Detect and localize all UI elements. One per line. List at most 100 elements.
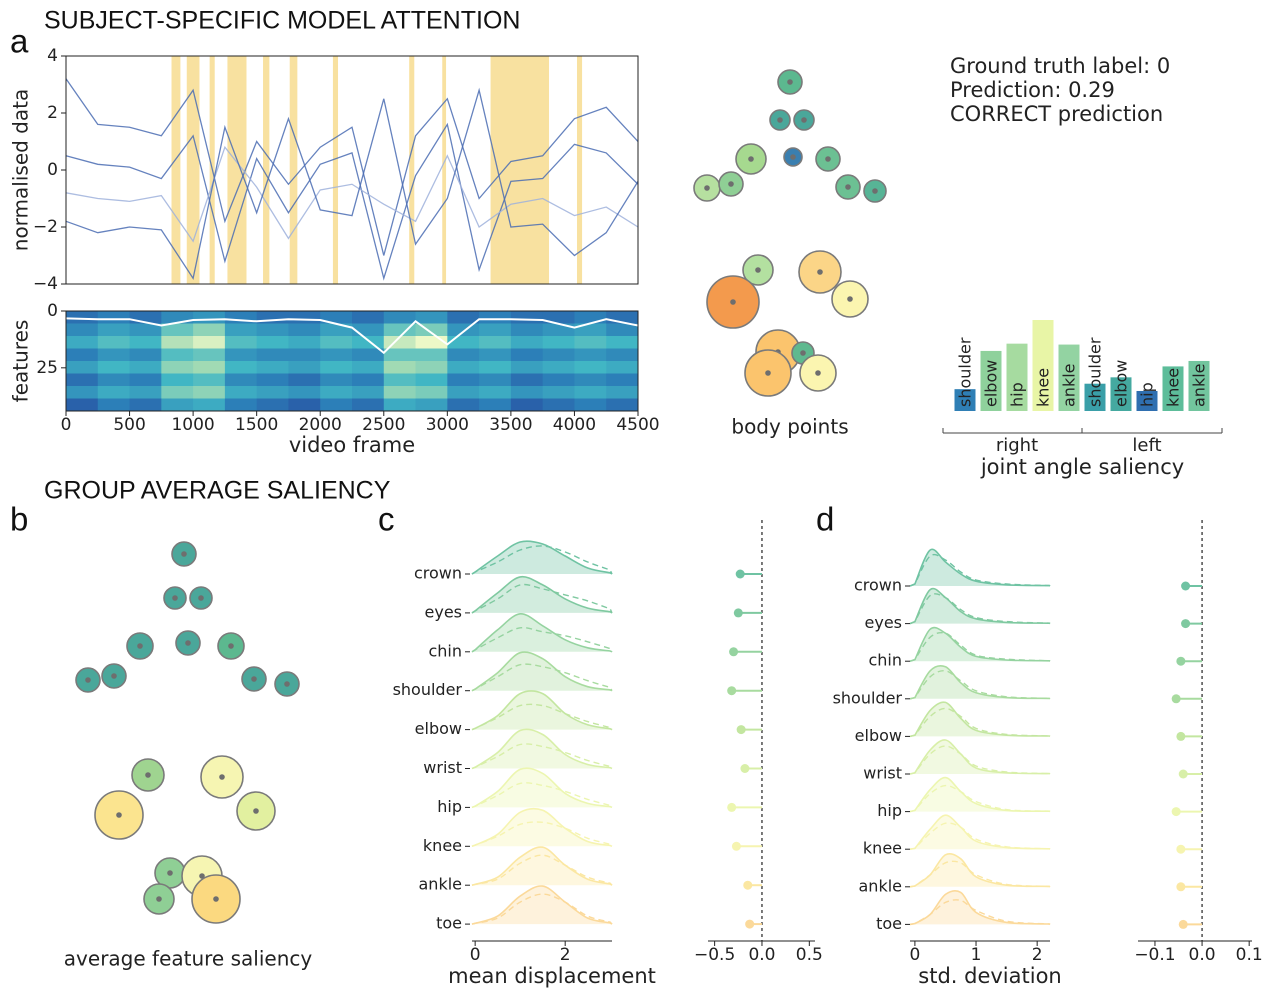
bar: [1032, 320, 1054, 411]
panel-letter: b: [10, 501, 28, 538]
heatmap-cell: [510, 323, 544, 337]
density-dashed: [471, 545, 613, 575]
heatmap-cell: [288, 361, 321, 374]
heatmap-cell: [193, 361, 226, 374]
heatmap-cell: [383, 373, 417, 387]
group-label: right: [996, 435, 1038, 456]
body-point-center: [777, 117, 783, 123]
density-line: [909, 587, 1051, 625]
attention-band: [490, 56, 550, 284]
heatmap-cell: [224, 398, 258, 412]
heatmap-cell: [288, 398, 321, 412]
attention-band: [171, 56, 181, 284]
body-point-center: [815, 370, 821, 376]
heatmap-cell: [320, 361, 353, 374]
heatmap-cell: [256, 323, 289, 337]
category-label: crown: [854, 576, 902, 595]
heatmap-cell: [574, 398, 607, 412]
bar-label: knee: [1034, 368, 1053, 407]
heatmap-cell: [542, 311, 575, 324]
heatmap-cell: [256, 361, 289, 374]
heatmap-cell: [574, 348, 607, 362]
category-label: ankle: [419, 875, 463, 894]
category-label: knee: [423, 836, 462, 855]
panel-label: body points: [731, 415, 848, 439]
group-label: left: [1132, 435, 1161, 456]
heatmap-cell: [352, 373, 385, 387]
heatmap-cell: [352, 311, 385, 324]
heatmap-cell: [479, 336, 512, 349]
y-axis-label: features: [9, 320, 33, 403]
category-label: shoulder: [833, 688, 903, 707]
dot: [727, 686, 737, 696]
bar: [1110, 377, 1132, 411]
category-label: elbow: [855, 726, 902, 745]
x-tick-label: −0.5: [694, 945, 735, 965]
heatmap-cell: [479, 361, 512, 374]
heatmap-cell: [479, 373, 512, 387]
body-point-center: [787, 79, 793, 85]
density-dashed: [909, 631, 1051, 662]
heatmap-cell: [66, 373, 99, 387]
heatmap-cell: [479, 311, 512, 324]
bar: [1188, 360, 1210, 411]
heatmap-cell: [606, 323, 639, 337]
y-tick-label: −4: [33, 274, 58, 294]
heatmap-cell: [256, 373, 289, 387]
heatmap-cell: [129, 361, 162, 374]
density-dashed: [909, 593, 1051, 625]
heatmap-cell: [542, 386, 575, 399]
density-dashed: [909, 822, 1051, 850]
bar-label: ankle: [1190, 364, 1209, 408]
panel-letter: a: [10, 23, 29, 60]
dot: [1171, 807, 1181, 817]
x-tick-label: 1: [971, 945, 982, 965]
x-tick-label: 0.0: [748, 945, 775, 965]
body-point-center: [284, 681, 290, 687]
bar: [1058, 344, 1080, 411]
bar: [954, 389, 976, 411]
body-point-center: [185, 640, 191, 646]
heatmap-cell: [66, 311, 99, 324]
x-tick-label: 0.1: [1236, 945, 1263, 965]
heatmap-cell: [574, 311, 607, 324]
data-line: [65, 122, 639, 281]
bar-label: shoulder: [956, 337, 975, 407]
heatmap-cell: [193, 323, 226, 337]
heatmap-cell: [66, 386, 99, 399]
heatmap-cell: [352, 398, 385, 412]
body-point-center: [111, 673, 117, 679]
heatmap-cell: [352, 323, 385, 337]
dot: [1176, 656, 1186, 666]
category-label: wrist: [863, 764, 902, 783]
density-line: [471, 846, 613, 886]
x-tick-label: 2500: [362, 415, 405, 435]
x-tick-label: 3000: [426, 415, 469, 435]
heatmap-cell: [447, 323, 480, 337]
panel-label: average feature saliency: [64, 947, 313, 971]
density-dashed: [471, 782, 613, 809]
bar-label: ankle: [1060, 364, 1079, 408]
heatmap-cell: [320, 386, 353, 399]
heatmap-cell: [66, 323, 99, 337]
heatmap-cell: [288, 336, 321, 349]
heatmap-cell: [288, 373, 321, 387]
heatmap-cell: [415, 386, 448, 399]
heatmap-cell: [606, 336, 639, 349]
heatmap-cell: [193, 386, 226, 399]
heatmap-cell: [415, 361, 448, 374]
y-tick-label: −2: [33, 217, 58, 237]
section-heading: SUBJECT-SPECIFIC MODEL ATTENTION: [44, 7, 520, 35]
body-point-center: [801, 117, 807, 123]
category-label: chin: [868, 651, 902, 670]
density-area: [472, 729, 612, 769]
density-area: [910, 627, 1050, 662]
density-line: [471, 728, 613, 770]
panel-letter: c: [378, 501, 395, 538]
density-line: [471, 540, 613, 575]
heatmap-cell: [542, 348, 575, 362]
body-point-center: [251, 676, 257, 682]
heatmap-cell: [320, 348, 353, 362]
density-line: [471, 885, 613, 925]
